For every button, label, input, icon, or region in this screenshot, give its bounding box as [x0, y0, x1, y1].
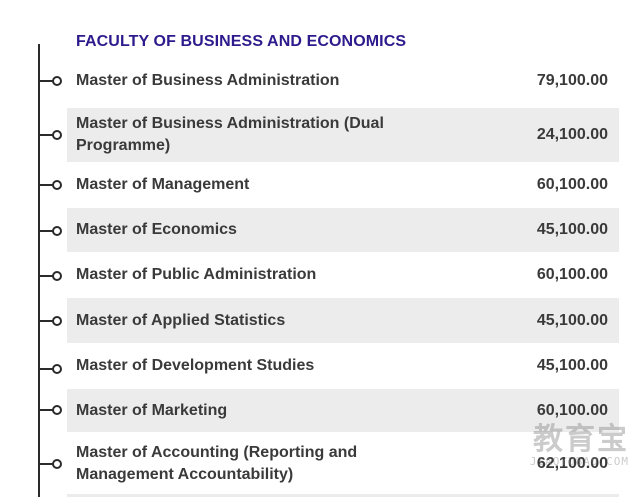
programme-row: Master of Business Administration 79,100… [67, 58, 619, 104]
programme-name: Master of Economics [76, 221, 237, 238]
programme-row: Master of Business Administration (Dual … [67, 108, 619, 162]
programme-fee: 45,100.00 [536, 357, 608, 374]
programme-row: Master of Economics 45,100.00 [67, 208, 619, 252]
timeline-node-icon [39, 316, 62, 326]
programme-fee: 24,100.00 [536, 126, 608, 143]
timeline-node-icon [39, 271, 62, 281]
programme-row: Master of Accounting (Reporting and Mana… [67, 434, 619, 494]
programme-fee: 60,100.00 [536, 266, 608, 283]
timeline-node-icon [39, 405, 62, 415]
programme-fee: 45,100.00 [536, 311, 608, 329]
programme-fee: 45,100.00 [536, 221, 608, 238]
timeline-node-icon [39, 76, 62, 86]
programme-fee: 60,100.00 [536, 401, 608, 419]
programme-fee: 79,100.00 [536, 72, 608, 89]
programme-name: Master of Public Administration [76, 266, 317, 283]
programme-row-partial [67, 494, 619, 497]
programme-row: Master of Marketing 60,100.00 [67, 389, 619, 432]
programme-name: Master of Business Administration [76, 72, 340, 89]
programme-fee: 60,100.00 [536, 176, 608, 193]
programme-name: Master of Development Studies [76, 357, 315, 374]
watermark-url: JIAOYUBAO.COM [529, 455, 629, 468]
programme-row: Master of Management 60,100.00 [67, 162, 619, 208]
programme-name: Master of Accounting (Reporting and Mana… [76, 444, 358, 483]
timeline-node-icon [39, 226, 62, 236]
programme-name: Master of Applied Statistics [76, 311, 286, 329]
timeline-line [38, 44, 40, 497]
programme-name: Master of Management [76, 176, 250, 193]
watermark-text: 教育宝 [533, 423, 629, 456]
programme-row: Master of Public Administration 60,100.0… [67, 252, 619, 298]
timeline-node-icon [39, 130, 62, 140]
programme-fee: 62,100.00 [536, 455, 608, 472]
timeline-node-icon [39, 459, 62, 469]
programme-row: Master of Applied Statistics 45,100.00 [67, 298, 619, 343]
programme-name: Master of Marketing [76, 401, 228, 419]
watermark: 教育宝 JIAOYUBAO.COM [529, 423, 629, 469]
timeline-node-icon [39, 364, 62, 374]
programme-row: Master of Development Studies 45,100.00 [67, 343, 619, 389]
section-title: FACULTY OF BUSINESS AND ECONOMICS [76, 33, 407, 50]
programme-name: Master of Business Administration (Dual … [76, 115, 384, 154]
timeline-node-icon [39, 180, 62, 190]
